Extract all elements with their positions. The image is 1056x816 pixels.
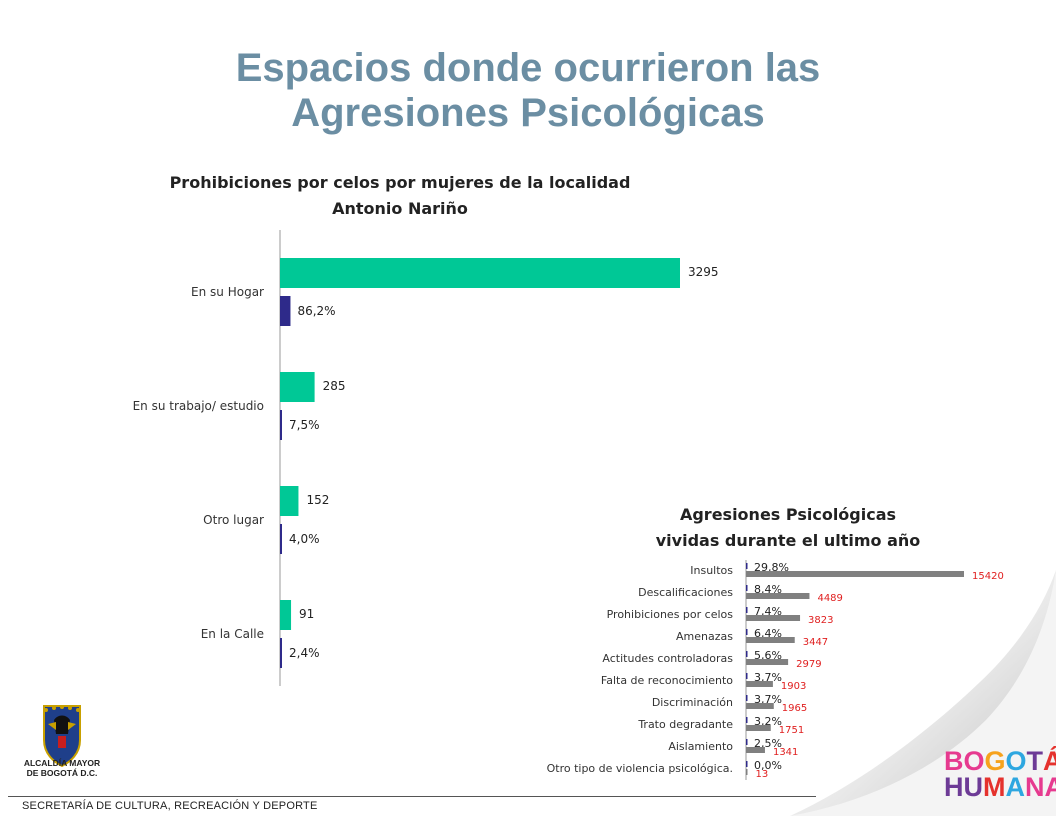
chart1-bar-percent [280, 524, 282, 554]
chart2-title-line2: vividas durante el ultimo año [655, 531, 921, 550]
chart1-label-percent: 4,0% [289, 532, 320, 546]
chart2-label-percent: 3,7% [754, 671, 782, 684]
footer-divider [8, 796, 816, 797]
chart2-bar-count [746, 725, 771, 731]
chart2-bar-percent [746, 739, 748, 745]
chart2-label-count: 3447 [803, 637, 828, 648]
chart2-bar-percent [746, 673, 748, 679]
chart1-title: Prohibiciones por celos por mujeres de l… [120, 170, 680, 222]
page-title: Espacios donde ocurrieron las Agresiones… [0, 46, 1056, 136]
page-title-line1: Espacios donde ocurrieron las [235, 46, 821, 90]
chart1-label-count: 285 [323, 379, 346, 393]
chart2-bar-count [746, 703, 774, 709]
chart2-bar-percent [746, 761, 748, 767]
chart2-bar-count [746, 571, 964, 577]
chart1-bar-count [280, 600, 292, 630]
chart2-label-count: 1965 [782, 703, 807, 714]
chart1-bar-percent [280, 638, 282, 668]
chart2-label-count: 4489 [817, 593, 842, 604]
chart2-category-label: Amenazas [676, 630, 733, 643]
chart1-category-label: En su Hogar [191, 285, 264, 299]
crest-caption: ALCALDÍA MAYOR DE BOGOTÁ D.C. [10, 758, 114, 778]
bogota-humana-logo: BOGOTÁ HUMANA [944, 746, 1056, 804]
chart2-category-label: Prohibiciones por celos [607, 608, 734, 621]
page-curl-decoration [790, 570, 1056, 816]
chart2-bar-count [746, 769, 748, 775]
chart2-bar-percent [746, 585, 748, 591]
chart2-bar-percent [746, 695, 748, 701]
chart2-bar-count [746, 659, 789, 665]
chart1-label-percent: 7,5% [289, 418, 320, 432]
chart1-title-line2: Antonio Nariño [332, 199, 468, 218]
chart2-bar-count [746, 615, 801, 621]
page-title-line2: Agresiones Psicológicas [291, 91, 765, 135]
chart2-bar-count [746, 637, 795, 643]
chart2-label-percent: 3,7% [754, 693, 782, 706]
chart2-category-label: Discriminación [652, 696, 733, 709]
chart1-category-label: En su trabajo/ estudio [133, 399, 264, 413]
chart1-label-count: 152 [306, 493, 329, 507]
chart2-bar-count [746, 747, 765, 753]
chart1-bar-percent [280, 410, 282, 440]
chart2-label-count: 1903 [781, 681, 806, 692]
chart1-label-percent: 86,2% [297, 304, 335, 318]
footer-text: SECRETARÍA DE CULTURA, RECREACIÓN Y DEPO… [22, 800, 318, 812]
chart2-category-label: Falta de reconocimiento [601, 674, 733, 687]
chart1-label-percent: 2,4% [289, 646, 320, 660]
chart2-category-label: Otro tipo de violencia psicológica. [547, 762, 733, 775]
chart1-label-count: 91 [299, 607, 314, 621]
chart2-title: Agresiones Psicológicas vividas durante … [610, 502, 966, 554]
chart2-label-count: 3823 [808, 615, 833, 626]
chart2-label-percent: 6,4% [754, 627, 782, 640]
chart1-title-line1: Prohibiciones por celos por mujeres de l… [169, 173, 631, 192]
chart2-label-percent: 5,6% [754, 649, 782, 662]
chart2-label-count: 2979 [796, 659, 821, 670]
chart2-label-count: 1341 [773, 747, 798, 758]
chart2-title-line1: Agresiones Psicológicas [679, 505, 897, 524]
crest-caption-line2: DE BOGOTÁ D.C. [26, 768, 98, 778]
chart1-bar-count [280, 372, 315, 402]
chart2-label-percent: 8,4% [754, 583, 782, 596]
chart2-label-count: 15420 [972, 571, 1004, 582]
chart1-label-count: 3295 [688, 265, 719, 279]
chart2-category-label: Insultos [690, 564, 733, 577]
chart2-category-label: Aislamiento [668, 740, 733, 753]
chart2-label-count: 1751 [779, 725, 804, 736]
chart2-label-count: 13 [756, 769, 769, 780]
bogota-crest-icon [43, 705, 81, 768]
chart2-bar-percent [746, 563, 748, 569]
chart2-category-label: Descalificaciones [638, 586, 733, 599]
chart1-category-label: En la Calle [201, 627, 264, 641]
chart2-label-percent: 3,2% [754, 715, 782, 728]
chart1-bar-count [280, 258, 680, 288]
chart2-bar-count [746, 681, 773, 687]
chart2-category-label: Trato degradante [637, 718, 733, 731]
chart2-bar-count [746, 593, 810, 599]
chart2-bar-percent [746, 717, 748, 723]
chart2-bar-percent [746, 651, 748, 657]
chart2-label-percent: 0,0% [754, 759, 782, 772]
chart2-category-label: Actitudes controladoras [602, 652, 733, 665]
chart1-bar-percent [280, 296, 291, 326]
chart2-bar-percent [746, 607, 748, 613]
chart2-bar-percent [746, 629, 748, 635]
chart1-category-label: Otro lugar [203, 513, 264, 527]
brand-logo-line2: HUMANA [944, 772, 1056, 802]
chart1-bar-count [280, 486, 299, 516]
crest-caption-line1: ALCALDÍA MAYOR [23, 758, 101, 768]
chart2-label-percent: 7,4% [754, 605, 782, 618]
chart2-label-percent: 2,5% [754, 737, 782, 750]
brand-logo-line1: BOGOTÁ [944, 746, 1056, 776]
chart2-label-percent: 29,8% [754, 561, 789, 574]
